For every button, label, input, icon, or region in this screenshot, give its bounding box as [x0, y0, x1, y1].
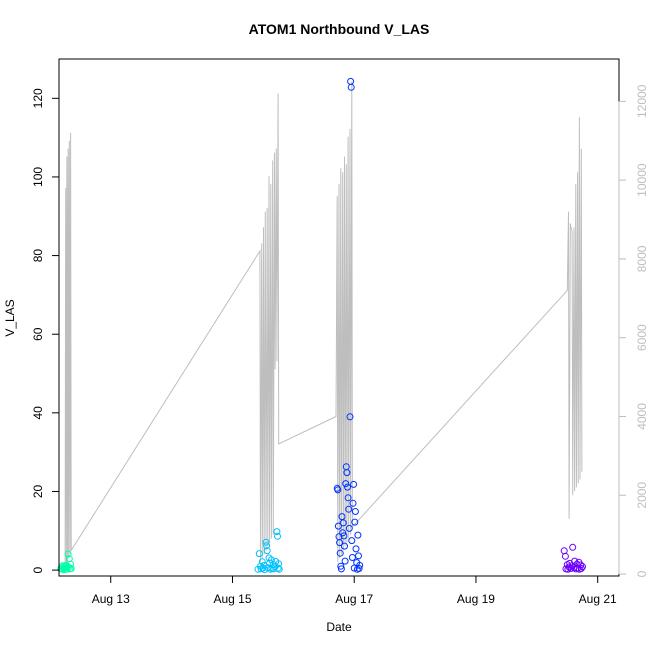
y-tick-label: 100	[31, 167, 45, 187]
y-axis-right: 0 2000 4000 6000 8000 10000 12000	[618, 84, 649, 577]
data-point	[64, 550, 72, 558]
data-point	[345, 505, 353, 513]
y-tick-label: 80	[31, 249, 45, 263]
data-point	[67, 565, 75, 572]
data-point	[561, 552, 569, 560]
y-axis-label: V_LAS	[3, 299, 17, 336]
data-point	[67, 560, 75, 568]
x-tick-label: Aug 17	[335, 592, 373, 606]
data-point	[344, 494, 352, 502]
data-point	[341, 542, 348, 550]
data-point	[348, 537, 356, 545]
data-point	[343, 469, 351, 477]
series-group	[57, 550, 75, 574]
data-point	[274, 532, 281, 540]
data-point	[334, 486, 342, 494]
data-point	[339, 529, 347, 537]
data-point	[263, 547, 271, 555]
data-point	[346, 413, 354, 421]
data-point	[255, 550, 263, 558]
x-axis-label: Date	[326, 620, 352, 634]
y2-tick-label: 10000	[635, 163, 649, 197]
data-point	[262, 538, 270, 546]
data-point	[355, 552, 362, 560]
data-point	[347, 77, 355, 85]
data-point	[342, 480, 350, 488]
y-axis-left: 0 20 40 60 80 100 120	[31, 88, 60, 573]
data-point	[577, 565, 585, 572]
data-point	[275, 565, 283, 573]
data-point	[336, 539, 344, 547]
data-point	[356, 561, 364, 569]
x-tick-label: Aug 15	[213, 592, 251, 606]
x-tick-label: Aug 13	[92, 592, 130, 606]
y2-tick-label: 6000	[635, 324, 649, 351]
data-point	[350, 564, 358, 572]
y2-tick-label: 2000	[635, 482, 649, 509]
data-point	[263, 542, 271, 550]
data-point	[577, 561, 585, 569]
y-tick-label: 60	[31, 327, 45, 341]
y-tick-label: 40	[31, 406, 45, 420]
series-group	[560, 543, 586, 573]
data-point	[339, 519, 347, 527]
y2-tick-label: 12000	[635, 84, 649, 118]
y-tick-label: 20	[31, 484, 45, 498]
data-point	[345, 524, 353, 532]
series-group	[333, 77, 364, 573]
data-point	[267, 556, 275, 564]
data-point	[334, 522, 342, 530]
data-point	[348, 554, 356, 561]
data-point	[352, 545, 360, 553]
data-point	[354, 531, 362, 539]
data-point	[337, 562, 345, 570]
secondary-line-layer	[64, 81, 583, 573]
data-point	[579, 563, 586, 571]
data-point	[351, 508, 359, 515]
x-tick-label: Aug 19	[457, 592, 495, 606]
y2-tick-label: 8000	[635, 245, 649, 272]
y-tick-label: 120	[31, 88, 45, 108]
y-tick-label: 0	[31, 566, 45, 573]
data-point	[569, 543, 577, 551]
data-point	[338, 513, 346, 521]
series-group	[254, 528, 283, 574]
data-point	[336, 549, 344, 557]
secondary-series-line	[64, 81, 583, 573]
data-point	[350, 480, 358, 488]
data-point	[337, 565, 345, 573]
x-axis: Aug 13 Aug 15 Aug 17 Aug 19 Aug 21	[92, 575, 617, 606]
data-point	[347, 83, 355, 91]
data-point	[349, 499, 357, 507]
data-point	[273, 528, 281, 536]
data-points-layer	[57, 77, 586, 574]
data-point	[63, 565, 71, 573]
data-point	[560, 547, 568, 555]
x-tick-label: Aug 21	[579, 592, 617, 606]
data-point	[351, 518, 359, 526]
y2-tick-label: 4000	[635, 403, 649, 430]
data-point	[355, 565, 363, 572]
chart-title: ATOM1 Northbound V_LAS	[249, 21, 430, 37]
data-point	[340, 532, 348, 540]
data-point	[341, 557, 349, 565]
data-point	[344, 483, 351, 491]
y2-tick-label: 0	[635, 570, 649, 577]
data-point	[274, 564, 282, 572]
